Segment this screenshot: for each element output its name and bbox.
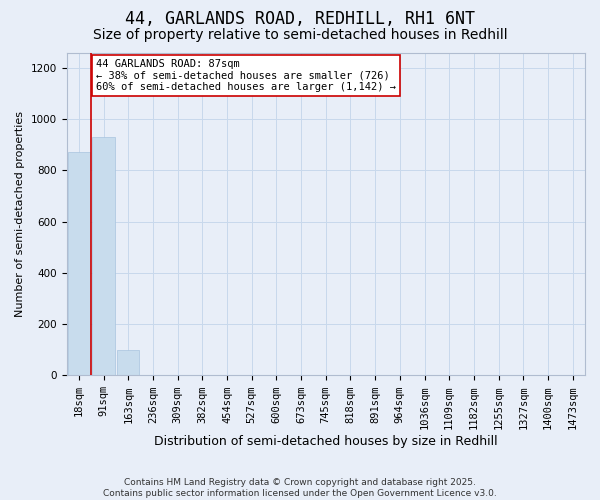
Text: 44 GARLANDS ROAD: 87sqm
← 38% of semi-detached houses are smaller (726)
60% of s: 44 GARLANDS ROAD: 87sqm ← 38% of semi-de… [96, 59, 396, 92]
Y-axis label: Number of semi-detached properties: Number of semi-detached properties [15, 111, 25, 317]
Bar [68, 152, 90, 376]
Bar [117, 350, 139, 376]
Text: Contains HM Land Registry data © Crown copyright and database right 2025.
Contai: Contains HM Land Registry data © Crown c… [103, 478, 497, 498]
X-axis label: Distribution of semi-detached houses by size in Redhill: Distribution of semi-detached houses by … [154, 434, 497, 448]
Text: 44, GARLANDS ROAD, REDHILL, RH1 6NT: 44, GARLANDS ROAD, REDHILL, RH1 6NT [125, 10, 475, 28]
Bar [92, 137, 115, 376]
Text: Size of property relative to semi-detached houses in Redhill: Size of property relative to semi-detach… [92, 28, 508, 42]
